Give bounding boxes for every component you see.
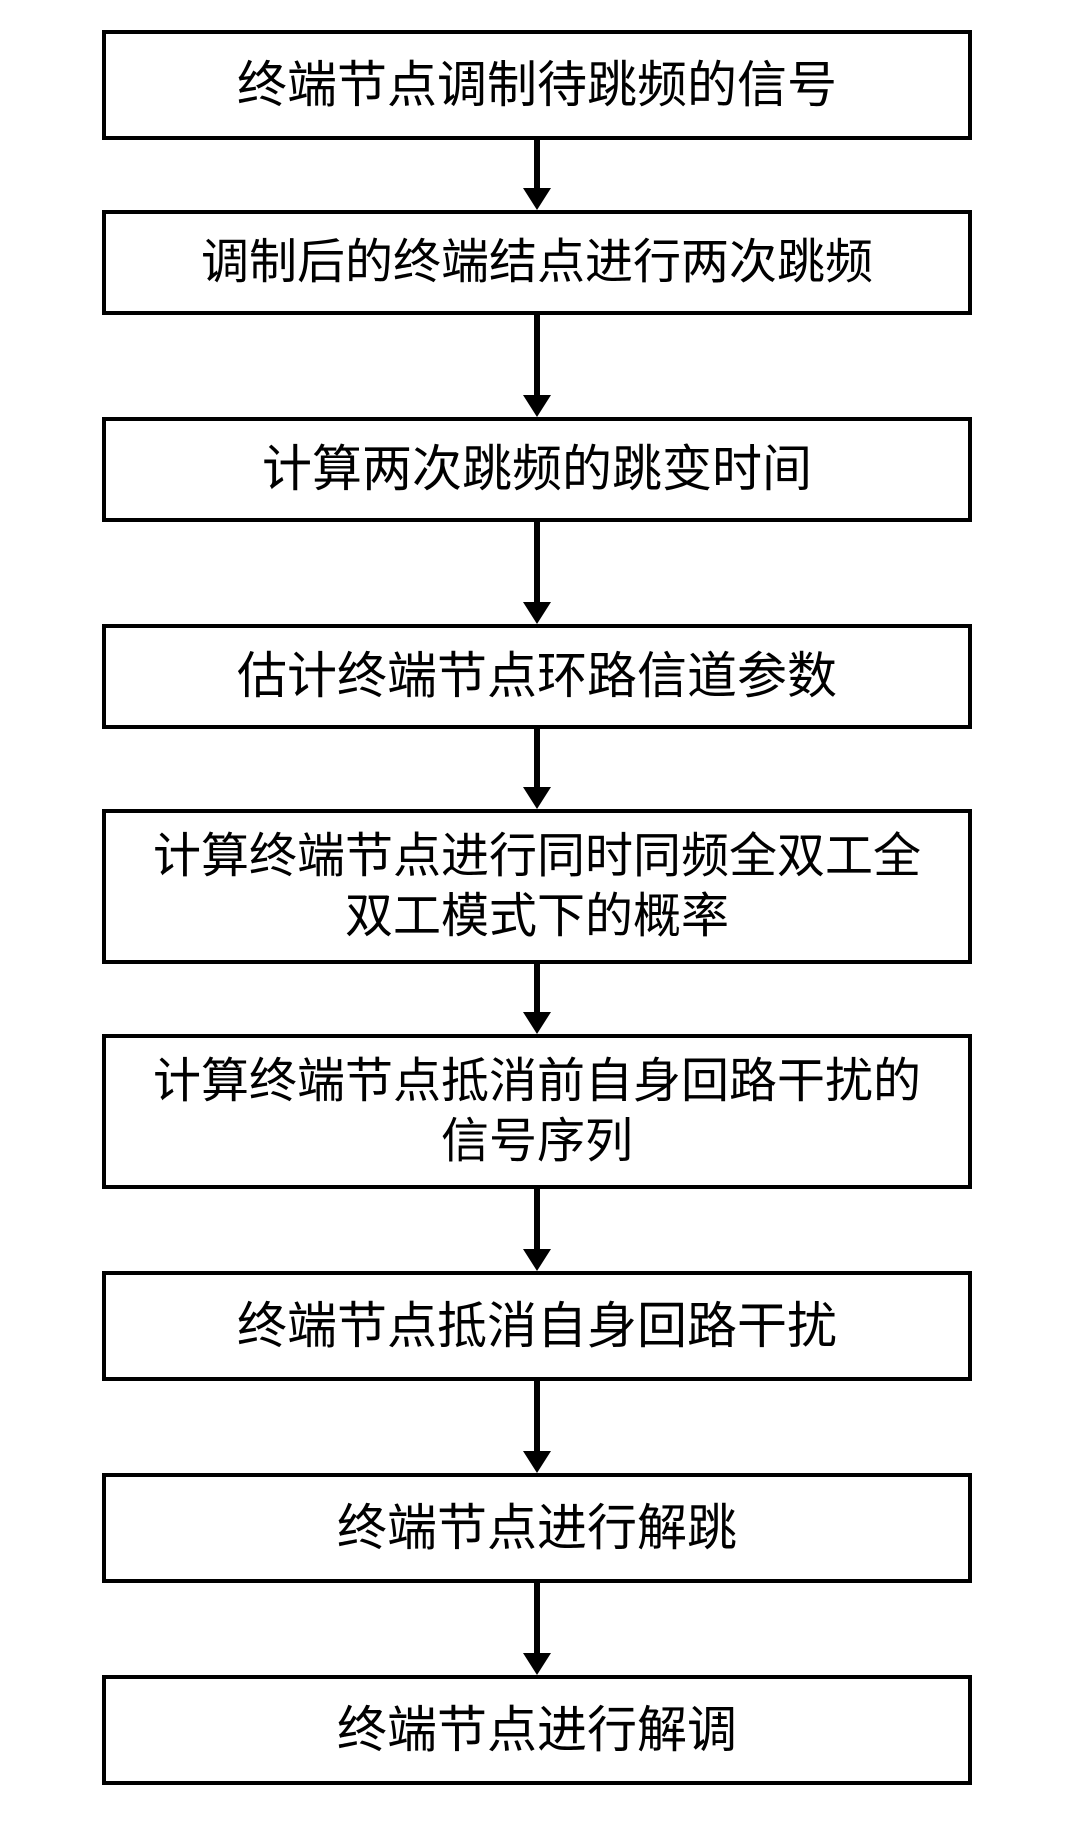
flow-step-3: 计算两次跳频的跳变时间 — [102, 417, 972, 522]
flow-step-4: 估计终端节点环路信道参数 — [102, 624, 972, 729]
flow-arrow-3 — [523, 522, 551, 624]
flowchart-container: 终端节点调制待跳频的信号调制后的终端结点进行两次跳频计算两次跳频的跳变时间估计终… — [0, 0, 1074, 1815]
flow-step-8: 终端节点进行解跳 — [102, 1473, 972, 1583]
flow-arrow-2 — [523, 315, 551, 417]
flow-step-6: 计算终端节点抵消前自身回路干扰的信号序列 — [102, 1034, 972, 1189]
flow-arrow-6 — [523, 1189, 551, 1271]
flow-step-label: 调制后的终端结点进行两次跳频 — [201, 233, 873, 293]
flow-step-label: 终端节点进行解跳 — [337, 1497, 737, 1560]
flow-step-label: 计算终端节点抵消前自身回路干扰的信号序列 — [146, 1052, 928, 1172]
flow-arrow-5 — [523, 964, 551, 1034]
flow-step-9: 终端节点进行解调 — [102, 1675, 972, 1785]
flow-step-label: 终端节点进行解调 — [337, 1699, 737, 1762]
flow-step-2: 调制后的终端结点进行两次跳频 — [102, 210, 972, 315]
flow-step-label: 终端节点调制待跳频的信号 — [237, 54, 837, 117]
flow-step-label: 计算终端节点进行同时同频全双工全双工模式下的概率 — [146, 827, 928, 947]
flow-arrow-7 — [523, 1381, 551, 1473]
flow-arrow-4 — [523, 729, 551, 809]
flow-step-7: 终端节点抵消自身回路干扰 — [102, 1271, 972, 1381]
flow-step-5: 计算终端节点进行同时同频全双工全双工模式下的概率 — [102, 809, 972, 964]
flow-step-1: 终端节点调制待跳频的信号 — [102, 30, 972, 140]
flow-step-label: 计算两次跳频的跳变时间 — [262, 438, 812, 501]
flow-step-label: 估计终端节点环路信道参数 — [237, 645, 837, 708]
flow-arrow-8 — [523, 1583, 551, 1675]
flow-step-label: 终端节点抵消自身回路干扰 — [237, 1295, 837, 1358]
flow-arrow-1 — [523, 140, 551, 210]
